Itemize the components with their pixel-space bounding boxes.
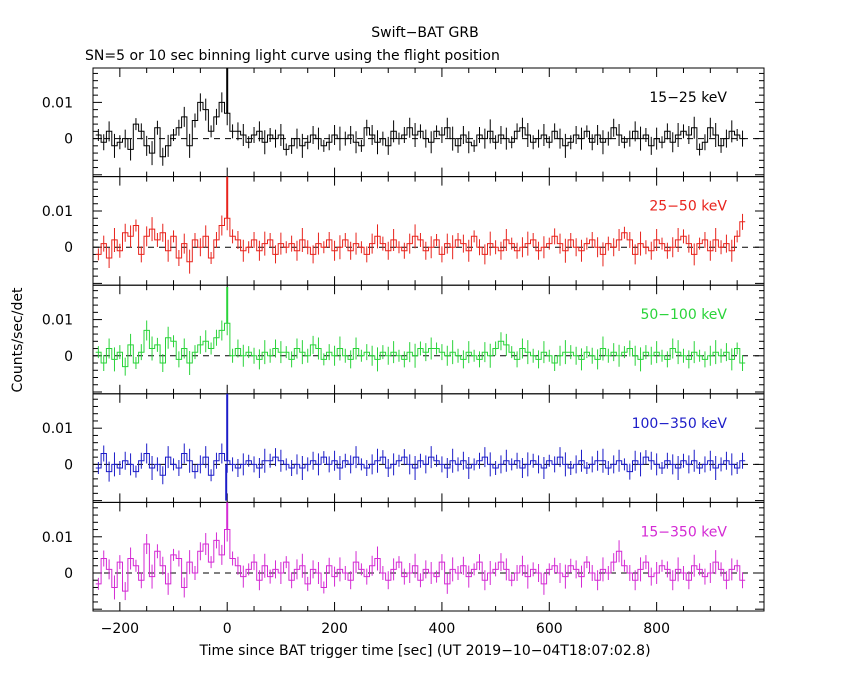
band-label: 15−25 keV [649, 90, 727, 106]
panel: 0.01 0 100−350 keV [42, 393, 765, 503]
y-tick-label: 0.01 [42, 204, 73, 220]
series-group [95, 393, 746, 501]
y-tick-label: 0 [64, 457, 73, 473]
panel-frame [92, 284, 765, 395]
panel-frame [92, 67, 765, 178]
x-tick-label: 400 [429, 621, 456, 637]
x-tick-label: 800 [643, 621, 670, 637]
panel-frame [92, 393, 765, 503]
y-tick-label: 0.01 [42, 313, 73, 329]
series-group [95, 287, 746, 376]
panel: 0.01 0 50−100 keV [42, 284, 765, 395]
band-label: 50−100 keV [640, 307, 727, 323]
panel: 0.01 0 15−350 keV [42, 501, 765, 612]
y-tick-label: 0.01 [42, 530, 73, 546]
chart-title: Swift−BAT GRB [371, 25, 478, 41]
panel: 0.01 0 25−50 keV [42, 176, 765, 286]
series-group [95, 68, 746, 166]
x-tick-label: 600 [536, 621, 563, 637]
band-label: 15−350 keV [640, 524, 727, 540]
y-tick-label: 0 [64, 240, 73, 256]
panels-group: 0.01 0 15−25 keV 0.01 0 25−50 keV 0.01 0 50−100 … [42, 67, 765, 637]
y-tick-label: 0 [64, 566, 73, 582]
series-step-line [95, 101, 746, 158]
panel-frame [92, 501, 765, 612]
y-tick-label: 0.01 [42, 421, 73, 437]
series-group [95, 502, 746, 601]
x-axis-label: Time since BAT trigger time [sec] (UT 20… [198, 643, 650, 659]
band-label: 25−50 keV [649, 199, 727, 215]
series-group [95, 176, 746, 274]
y-tick-label: 0.01 [42, 95, 73, 111]
panel-frame [92, 176, 765, 286]
x-tick-label: 200 [321, 621, 348, 637]
panel: 0.01 0 15−25 keV [42, 67, 765, 178]
band-label: 100−350 keV [632, 416, 728, 432]
x-tick-label: 0 [223, 621, 232, 637]
x-tick-label: −200 [101, 621, 139, 637]
series-step-line [95, 322, 746, 368]
y-axis-label: Counts/sec/det [10, 287, 26, 392]
y-tick-label: 0 [64, 132, 73, 148]
chart-subtitle: SN=5 or 10 sec binning light curve using… [85, 48, 500, 64]
y-tick-label: 0 [64, 349, 73, 365]
